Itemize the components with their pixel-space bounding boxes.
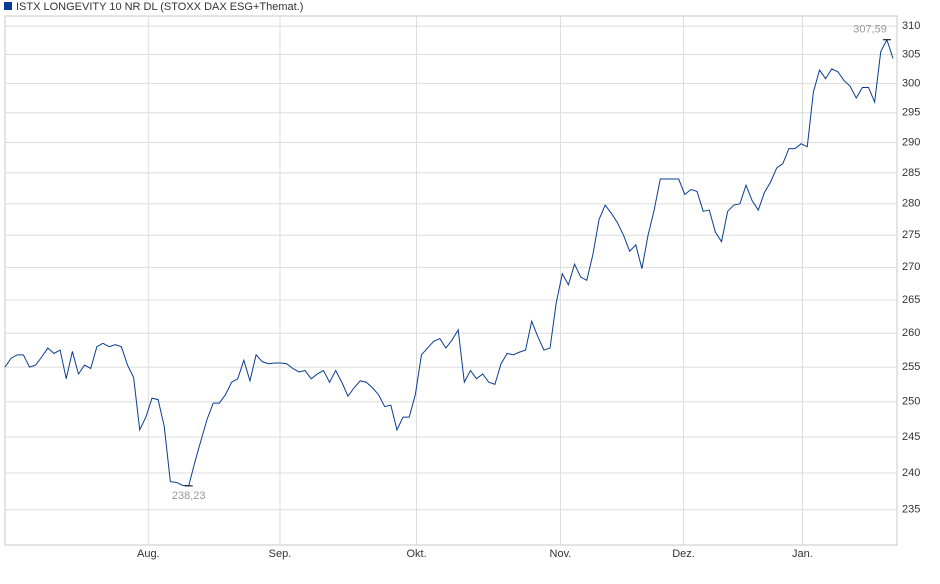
y-tick-label: 265 <box>902 294 920 306</box>
data-line <box>4 38 894 487</box>
x-tick-label: Nov. <box>550 548 572 560</box>
plot-frame <box>4 15 898 546</box>
y-tick-label: 310 <box>902 20 920 32</box>
x-tick-label: Okt. <box>406 548 426 560</box>
y-tick-label: 235 <box>902 504 920 516</box>
y-tick-label: 290 <box>902 136 920 148</box>
y-tick-label: 255 <box>902 361 920 373</box>
x-tick-label: Sep. <box>269 548 292 560</box>
y-tick-label: 275 <box>902 229 920 241</box>
x-tick-label: Jan. <box>792 548 813 560</box>
annotation: 307,59 <box>853 24 887 36</box>
y-tick-label: 240 <box>902 467 920 479</box>
x-tick-label: Dez. <box>672 548 695 560</box>
y-tick-label: 260 <box>902 327 920 339</box>
x-tick-label: Aug. <box>137 548 160 560</box>
y-tick-label: 295 <box>902 107 920 119</box>
y-tick-label: 300 <box>902 77 920 89</box>
y-tick-label: 305 <box>902 48 920 60</box>
legend-label: ISTX LONGEVITY 10 NR DL (STOXX DAX ESG+T… <box>16 1 303 13</box>
y-tick-label: 250 <box>902 396 920 408</box>
y-tick-label: 245 <box>902 431 920 443</box>
y-tick-label: 285 <box>902 167 920 179</box>
legend-swatch <box>4 2 12 10</box>
y-tick-label: 280 <box>902 198 920 210</box>
annotation: 238,23 <box>172 490 206 502</box>
y-tick-label: 270 <box>902 261 920 273</box>
